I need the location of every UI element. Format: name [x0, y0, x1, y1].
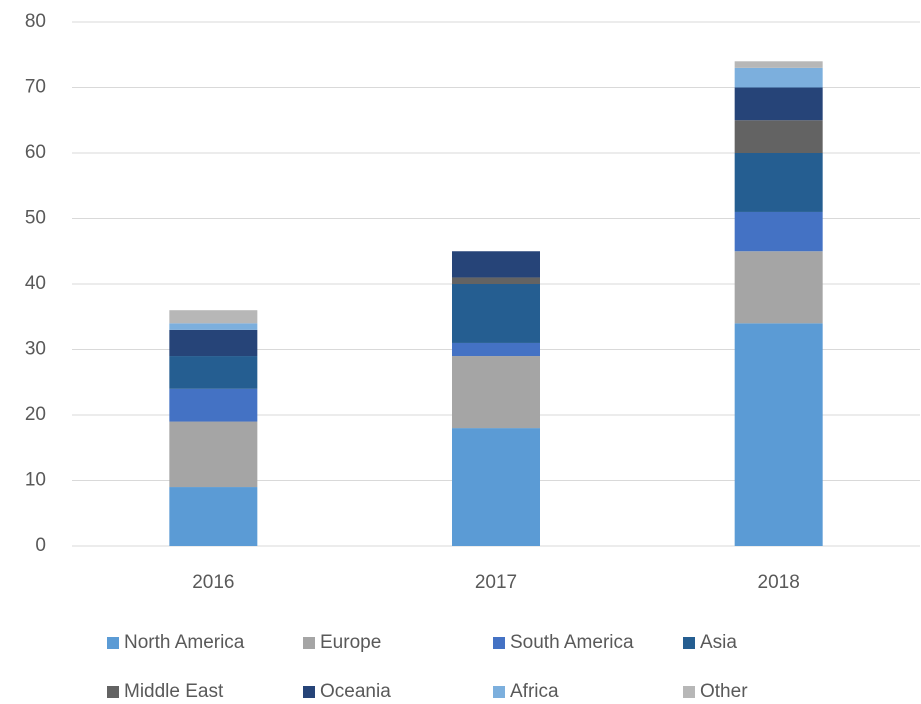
legend-label: Middle East: [124, 681, 224, 702]
legend-label: North America: [124, 632, 245, 653]
bar-segment: [452, 428, 540, 546]
y-tick-label: 10: [25, 470, 46, 491]
y-tick-label: 40: [25, 273, 46, 294]
bar-segment: [169, 421, 258, 488]
legend-swatch: [107, 637, 119, 649]
bar-segment: [734, 323, 823, 546]
legend-label: Oceania: [320, 681, 391, 702]
legend-label: Other: [700, 681, 748, 702]
bar-segment: [169, 356, 258, 389]
bar-segment: [452, 251, 540, 278]
x-tick-label: 2018: [758, 572, 800, 593]
x-tick-label: 2017: [475, 572, 517, 593]
bar-segment: [452, 284, 540, 343]
y-tick-label: 0: [35, 535, 46, 556]
bar-segment: [734, 61, 823, 68]
x-tick-label: 2016: [192, 572, 234, 593]
y-tick-label: 20: [25, 404, 46, 425]
legend-swatch: [303, 686, 315, 698]
bar-segment: [452, 277, 540, 284]
legend-swatch: [493, 686, 505, 698]
bar-segment: [169, 310, 258, 324]
bar-segment: [734, 67, 823, 88]
y-tick-label: 70: [25, 77, 46, 98]
y-tick-label: 60: [25, 142, 46, 163]
bar-segment: [452, 356, 540, 429]
bar-segment: [734, 87, 823, 121]
legend-label: Europe: [320, 632, 381, 653]
legend-swatch: [493, 637, 505, 649]
legend-label: Asia: [700, 632, 737, 653]
legend-label: South America: [510, 632, 634, 653]
y-tick-label: 80: [25, 11, 46, 32]
legend-swatch: [303, 637, 315, 649]
bar-segment: [452, 342, 540, 357]
bar-segment: [734, 153, 823, 212]
bar-segment: [734, 120, 823, 153]
legend-swatch: [683, 686, 695, 698]
bar-segment: [169, 388, 258, 422]
y-tick-label: 30: [25, 339, 46, 360]
legend-swatch: [683, 637, 695, 649]
bar-segment: [734, 251, 823, 324]
y-tick-label: 50: [25, 208, 46, 229]
legend-swatch: [107, 686, 119, 698]
legend-label: Africa: [510, 681, 559, 702]
bar-segment: [169, 487, 258, 546]
bar-segment: [169, 323, 258, 330]
bar-segment: [734, 211, 823, 252]
bar-segment: [169, 329, 258, 357]
